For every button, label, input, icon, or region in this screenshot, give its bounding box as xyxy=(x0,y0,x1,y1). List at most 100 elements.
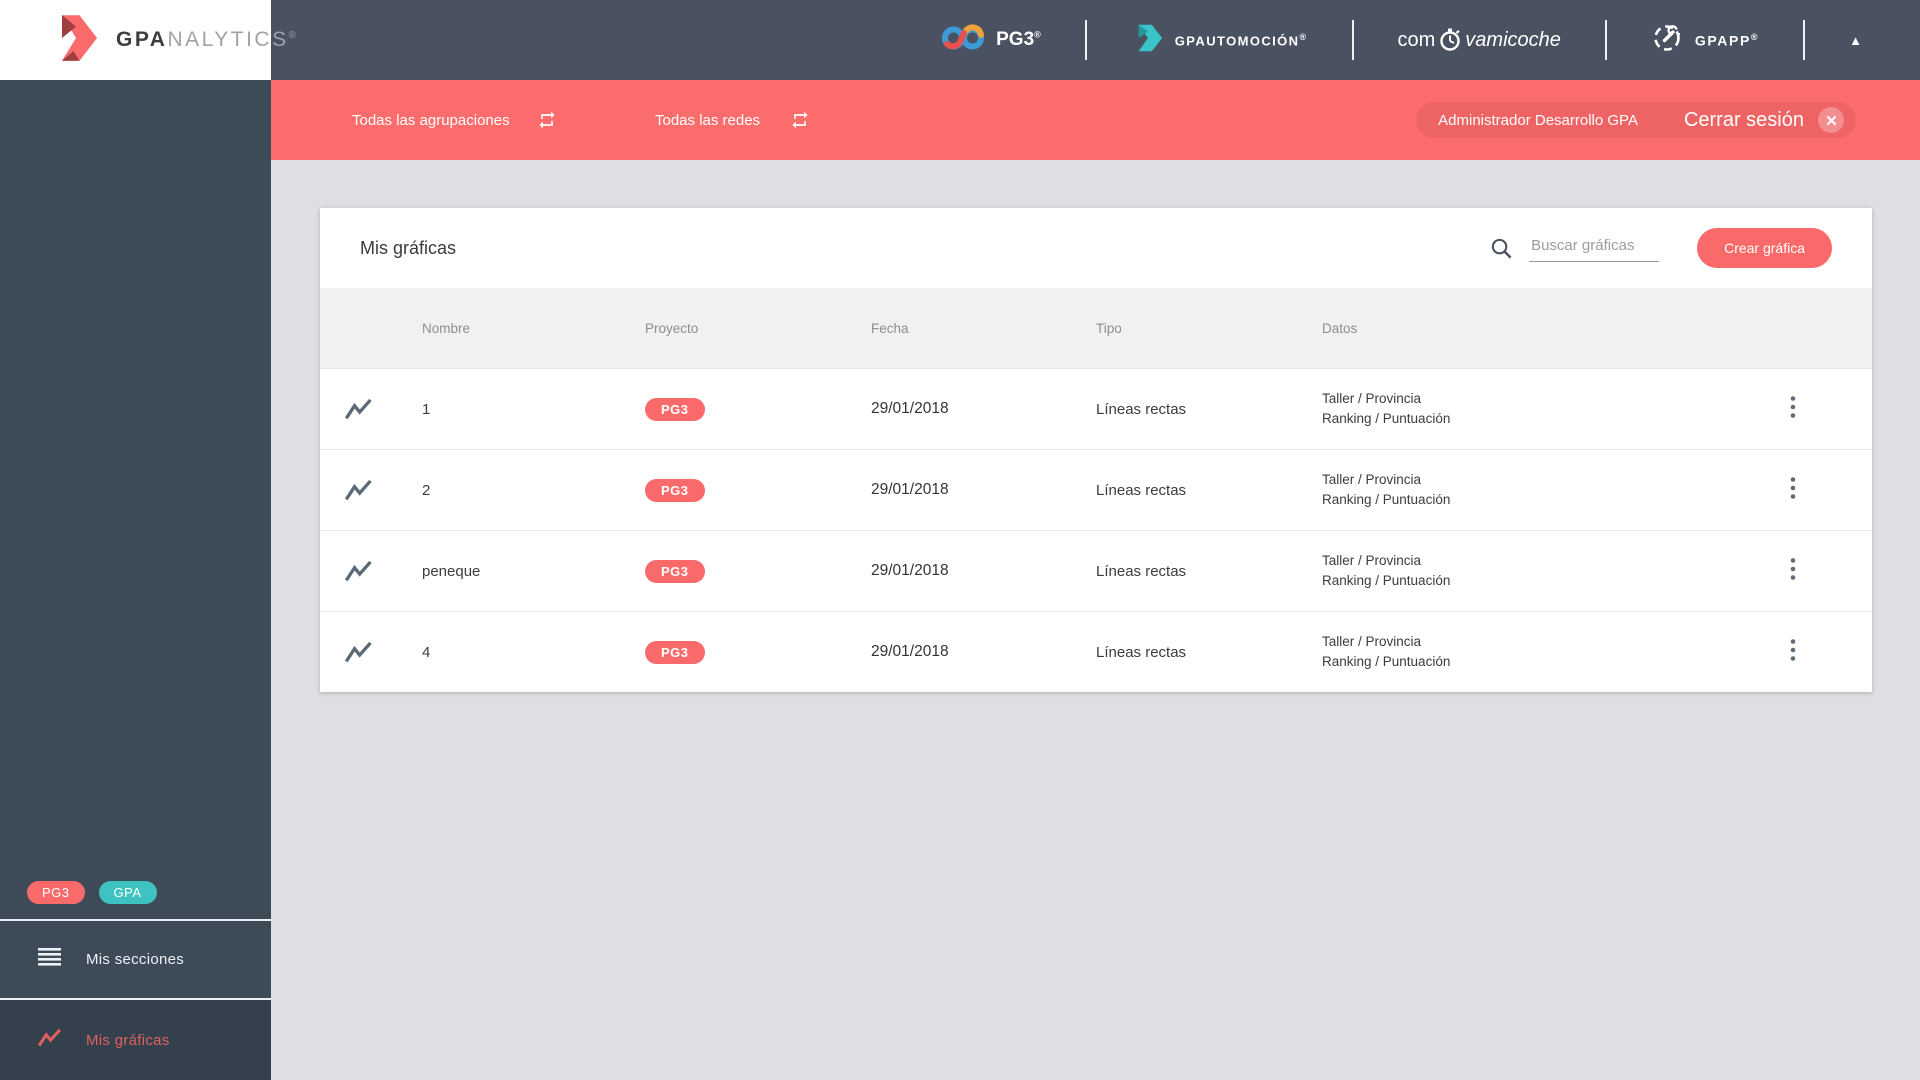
gpautomocion-arrow-icon xyxy=(1131,21,1165,60)
th-fecha: Fecha xyxy=(871,320,909,336)
project-badge: PG3 xyxy=(645,640,705,664)
chart-data-line2: Ranking / Puntuación xyxy=(1322,411,1451,426)
card-header: Mis gráficas Crear gráfica xyxy=(320,208,1872,288)
sidebar-item-label: Mis secciones xyxy=(86,951,185,968)
filter-bar: Todas las agrupaciones Todas las redes A… xyxy=(271,80,1920,160)
chart-data-fields: Taller / Provincia Ranking / Puntuación xyxy=(1322,389,1642,430)
gpa-badge[interactable]: GPA xyxy=(98,881,157,904)
divider xyxy=(1351,20,1354,60)
brand-links: PG3® GPAUTOMOCIÓN® com xyxy=(940,0,1920,80)
chart-data-line1: Taller / Provincia xyxy=(1322,633,1422,649)
row-menu-cell xyxy=(1642,634,1872,671)
divider xyxy=(1604,20,1607,60)
user-name: Administrador Desarrollo GPA xyxy=(1438,111,1638,129)
th-tipo: Tipo xyxy=(1096,320,1122,336)
divider xyxy=(1803,20,1806,60)
pg3-brand-link[interactable]: PG3® xyxy=(940,23,1041,58)
table-row[interactable]: peneque PG3 29/01/2018 Líneas rectas Tal… xyxy=(320,530,1872,611)
row-menu-kebab-icon[interactable] xyxy=(1786,391,1800,428)
divider xyxy=(1084,20,1087,60)
chart-project-cell: PG3 xyxy=(645,640,871,664)
chart-data-line1: Taller / Provincia xyxy=(1322,552,1422,568)
row-menu-kebab-icon[interactable] xyxy=(1786,472,1800,509)
chart-type: Líneas rectas xyxy=(1096,481,1187,499)
table-row[interactable]: 4 PG3 29/01/2018 Líneas rectas Taller / … xyxy=(320,611,1872,692)
row-menu-cell xyxy=(1642,391,1872,428)
pg3-badge[interactable]: PG3 xyxy=(27,881,85,904)
project-badge: PG3 xyxy=(645,559,705,583)
row-menu-cell xyxy=(1642,553,1872,590)
stopwatch-icon xyxy=(1437,27,1463,53)
chart-data-line2: Ranking / Puntuación xyxy=(1322,573,1451,588)
th-datos: Datos xyxy=(1322,320,1358,336)
row-menu-kebab-icon[interactable] xyxy=(1786,553,1800,590)
chart-project-cell: PG3 xyxy=(645,478,871,502)
row-menu-cell xyxy=(1642,472,1872,509)
project-badge: PG3 xyxy=(645,478,705,502)
logout-close-icon[interactable] xyxy=(1818,107,1844,133)
top-header-bar: GPANALYTICS® PG3® GP xyxy=(0,0,1920,80)
chart-date: 29/01/2018 xyxy=(871,643,949,660)
chart-data-fields: Taller / Provincia Ranking / Puntuación xyxy=(1322,632,1642,673)
row-line-chart-icon xyxy=(320,560,422,583)
gpautomocion-label: GPAUTOMOCIÓN® xyxy=(1174,31,1308,49)
chart-data-line2: Ranking / Puntuación xyxy=(1322,654,1451,669)
content-area: Mis gráficas Crear gráfica Nombre Proyec… xyxy=(271,160,1920,1080)
sidebar-project-badges: PG3 GPA xyxy=(27,881,157,904)
charts-card: Mis gráficas Crear gráfica Nombre Proyec… xyxy=(320,208,1872,692)
gpapp-brand-link[interactable]: GPAPP® xyxy=(1651,21,1759,60)
row-line-chart-icon xyxy=(320,398,422,421)
chart-data-fields: Taller / Provincia Ranking / Puntuación xyxy=(1322,551,1642,592)
table-body: 1 PG3 29/01/2018 Líneas rectas Taller / … xyxy=(320,368,1872,692)
redes-selector[interactable]: Todas las redes xyxy=(655,111,761,129)
user-session-pill: Administrador Desarrollo GPA Cerrar sesi… xyxy=(1416,102,1856,138)
comprovamicoche-brand-link[interactable]: com vamicoche xyxy=(1398,27,1561,53)
gpanalytics-arrow-icon xyxy=(48,10,104,71)
chart-type: Líneas rectas xyxy=(1096,562,1187,580)
swap-redes-icon[interactable] xyxy=(790,110,810,130)
logout-button[interactable]: Cerrar sesión xyxy=(1683,108,1804,131)
collapse-header-button[interactable]: ▲ xyxy=(1849,32,1862,48)
search-input[interactable] xyxy=(1529,234,1660,262)
row-line-chart-icon xyxy=(320,641,422,664)
chart-data-fields: Taller / Provincia Ranking / Puntuación xyxy=(1322,470,1642,511)
chart-date: 29/01/2018 xyxy=(871,400,949,417)
chart-project-cell: PG3 xyxy=(645,559,871,583)
row-menu-kebab-icon[interactable] xyxy=(1786,634,1800,671)
chart-data-line1: Taller / Provincia xyxy=(1322,471,1422,487)
chart-type: Líneas rectas xyxy=(1096,400,1187,418)
sidebar-item-mis-secciones[interactable]: Mis secciones xyxy=(0,919,271,998)
pg3-infinity-icon xyxy=(940,23,986,58)
table-row[interactable]: 2 PG3 29/01/2018 Líneas rectas Taller / … xyxy=(320,449,1872,530)
table-row[interactable]: 1 PG3 29/01/2018 Líneas rectas Taller / … xyxy=(320,368,1872,449)
gpapp-wrench-icon xyxy=(1651,21,1685,60)
project-badge: PG3 xyxy=(645,397,705,421)
th-proyecto: Proyecto xyxy=(645,320,699,336)
sidebar-item-label: Mis gráficas xyxy=(86,1031,170,1049)
search-icon[interactable] xyxy=(1490,237,1513,260)
sections-list-icon xyxy=(38,947,62,972)
sidebar: PG3 GPA Mis secciones Mis gráficas xyxy=(0,80,271,1080)
agrupaciones-selector[interactable]: Todas las agrupaciones xyxy=(352,111,510,129)
chart-date: 29/01/2018 xyxy=(871,562,949,579)
chart-data-line2: Ranking / Puntuación xyxy=(1322,492,1451,507)
chart-name: peneque xyxy=(422,562,481,580)
chart-date: 29/01/2018 xyxy=(871,481,949,498)
th-nombre: Nombre xyxy=(422,320,471,336)
row-line-chart-icon xyxy=(320,479,422,502)
chart-name: 2 xyxy=(422,481,431,499)
swap-agrupaciones-icon[interactable] xyxy=(537,110,557,130)
create-chart-button[interactable]: Crear gráfica xyxy=(1697,228,1832,268)
chart-type: Líneas rectas xyxy=(1096,643,1187,661)
gpautomocion-brand-link[interactable]: GPAUTOMOCIÓN® xyxy=(1131,21,1308,60)
chart-name: 1 xyxy=(422,400,431,418)
chart-data-line1: Taller / Provincia xyxy=(1322,390,1422,406)
pg3-label: PG3® xyxy=(996,29,1041,50)
gpanalytics-logo[interactable]: GPANALYTICS® xyxy=(0,0,296,80)
chart-project-cell: PG3 xyxy=(645,397,871,421)
card-header-actions: Crear gráfica xyxy=(1490,228,1832,268)
gpapp-label: GPAPP® xyxy=(1694,31,1760,49)
sidebar-item-mis-graficas[interactable]: Mis gráficas xyxy=(0,998,271,1080)
gpanalytics-wordmark: GPANALYTICS® xyxy=(116,28,296,51)
table-header-row: Nombre Proyecto Fecha Tipo Datos xyxy=(320,288,1872,368)
